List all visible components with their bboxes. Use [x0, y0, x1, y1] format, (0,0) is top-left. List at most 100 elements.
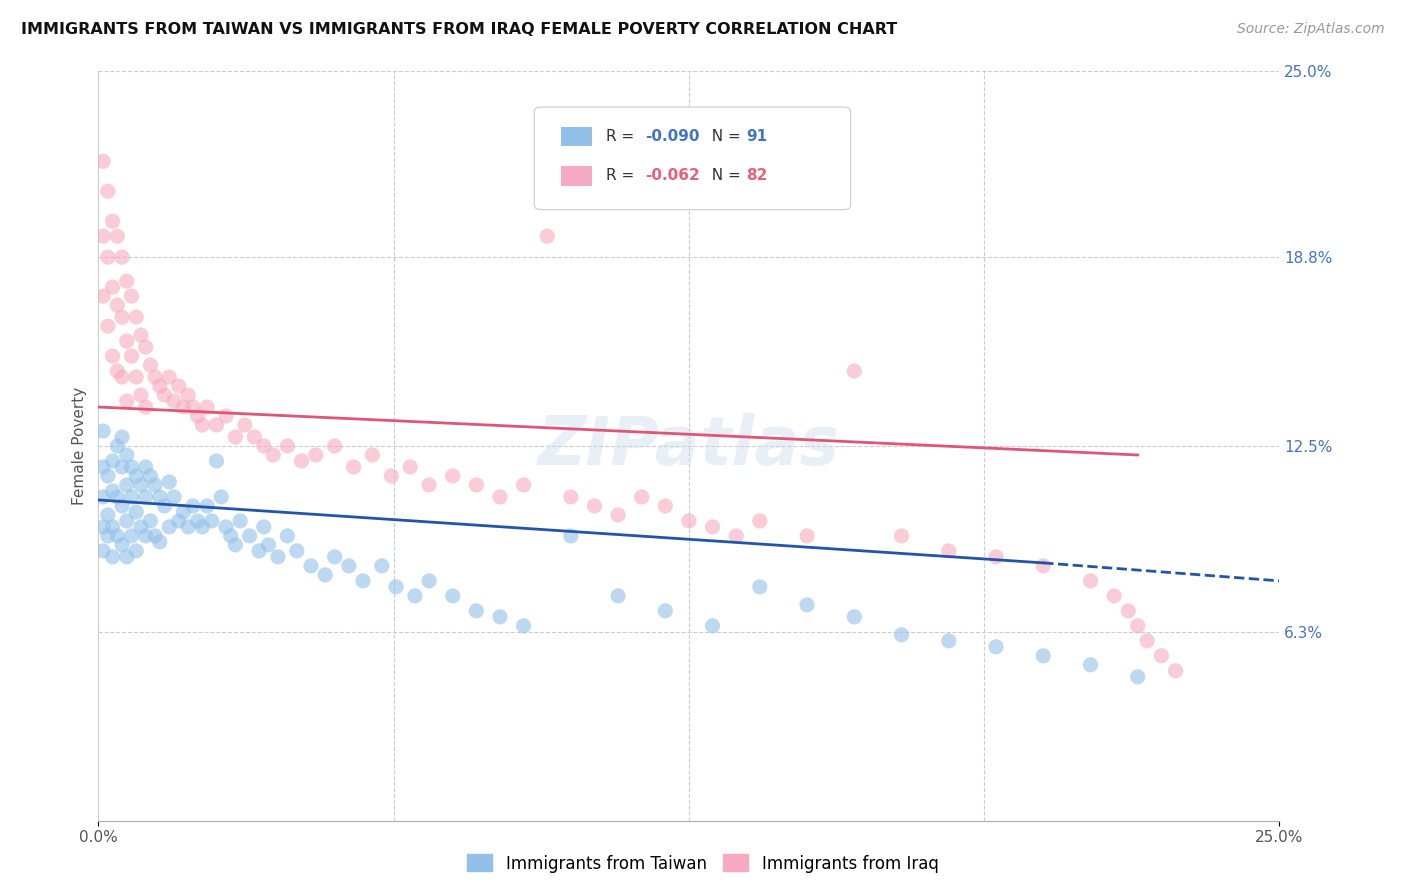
Point [352, 574, 374, 588]
Point [267, 549, 290, 564]
Point [91, 229, 114, 244]
Point [1080, 657, 1102, 672]
Point [465, 478, 488, 492]
Point [177, 388, 200, 402]
Point [91, 424, 114, 438]
Point [105, 529, 128, 543]
Point [441, 589, 464, 603]
Text: N =: N = [702, 129, 745, 144]
Legend: Immigrants from Taiwan, Immigrants from Iraq: Immigrants from Taiwan, Immigrants from … [461, 847, 945, 880]
Point [115, 334, 138, 348]
Point [181, 400, 204, 414]
Point [489, 490, 512, 504]
Point [167, 379, 190, 393]
Point [101, 454, 124, 468]
Point [1102, 589, 1125, 603]
Point [399, 460, 422, 475]
Point [253, 520, 276, 534]
Text: ZIPatlas: ZIPatlas [538, 413, 839, 479]
Point [361, 448, 384, 462]
Point [139, 469, 162, 483]
Point [239, 529, 262, 543]
Point [167, 514, 190, 528]
Point [465, 604, 488, 618]
Point [157, 520, 180, 534]
Point [337, 558, 360, 573]
Point [654, 604, 676, 618]
Point [121, 289, 143, 303]
Text: N =: N = [702, 169, 745, 183]
Point [796, 529, 818, 543]
Point [125, 544, 148, 558]
Point [97, 250, 120, 264]
Point [139, 358, 162, 372]
Text: 82: 82 [747, 169, 768, 183]
Point [191, 520, 214, 534]
Point [111, 460, 134, 475]
Point [630, 490, 652, 504]
Point [115, 514, 138, 528]
Text: IMMIGRANTS FROM TAIWAN VS IMMIGRANTS FROM IRAQ FEMALE POVERTY CORRELATION CHART: IMMIGRANTS FROM TAIWAN VS IMMIGRANTS FRO… [21, 22, 897, 37]
Point [135, 460, 157, 475]
Point [560, 529, 582, 543]
Point [143, 478, 166, 492]
Point [111, 538, 134, 552]
Point [205, 454, 228, 468]
Point [101, 214, 124, 228]
Point [111, 310, 134, 325]
Text: R =: R = [606, 169, 640, 183]
Point [1126, 619, 1149, 633]
Point [299, 558, 322, 573]
Point [512, 478, 534, 492]
Point [1136, 633, 1159, 648]
Point [97, 508, 120, 522]
Point [125, 469, 148, 483]
Point [205, 417, 228, 432]
Text: -0.090: -0.090 [645, 129, 700, 144]
Point [115, 448, 138, 462]
Point [257, 538, 280, 552]
Point [149, 490, 172, 504]
Point [305, 448, 328, 462]
Point [702, 619, 724, 633]
Point [172, 400, 194, 414]
Point [97, 319, 120, 334]
Point [323, 549, 346, 564]
Point [229, 514, 252, 528]
Point [91, 460, 114, 475]
Point [702, 520, 724, 534]
Point [1164, 664, 1187, 678]
Point [149, 535, 172, 549]
Point [233, 417, 256, 432]
Point [101, 520, 124, 534]
Point [290, 454, 312, 468]
Point [1126, 670, 1149, 684]
Point [91, 490, 114, 504]
Point [135, 529, 157, 543]
Point [105, 490, 128, 504]
Point [796, 598, 818, 612]
Point [195, 400, 218, 414]
Point [115, 549, 138, 564]
Point [105, 229, 128, 244]
Point [172, 505, 194, 519]
Point [91, 289, 114, 303]
Point [111, 499, 134, 513]
Point [101, 349, 124, 363]
Point [607, 589, 630, 603]
Point [725, 529, 748, 543]
Point [536, 229, 558, 244]
Point [101, 280, 124, 294]
Point [111, 430, 134, 444]
Point [187, 514, 209, 528]
Point [91, 544, 114, 558]
Point [215, 409, 238, 423]
Point [97, 469, 120, 483]
Point [191, 417, 214, 432]
Point [121, 490, 143, 504]
Point [512, 619, 534, 633]
Point [1116, 604, 1139, 618]
Point [285, 544, 308, 558]
Point [177, 520, 200, 534]
Point [247, 544, 270, 558]
